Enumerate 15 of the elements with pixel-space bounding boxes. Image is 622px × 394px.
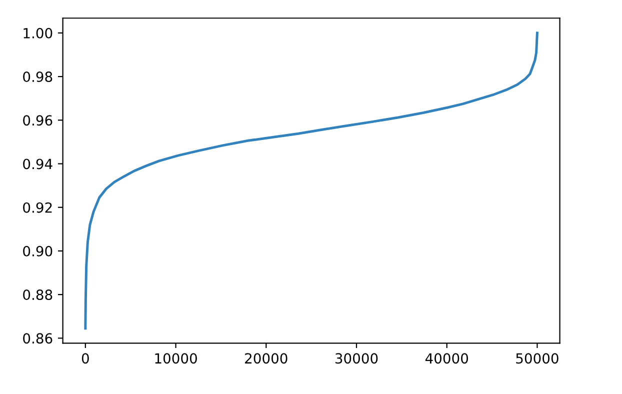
x-tick-label: 20000: [245, 353, 288, 364]
y-tick-label: 0.88: [23, 290, 52, 300]
y-tick-label: 0.92: [23, 202, 52, 213]
y-tick-label: 0.86: [23, 333, 52, 344]
y-tick-label: 0.94: [23, 158, 52, 170]
x-tick-label: 10000: [155, 353, 197, 364]
x-tick-label: 40000: [425, 353, 468, 364]
y-tick-label: 0.98: [23, 72, 52, 82]
x-tick-label: 0: [82, 353, 89, 364]
y-tick-label: 0.90: [23, 246, 52, 256]
x-tick-label: 50000: [516, 353, 558, 364]
y-tick-label: 0.96: [23, 115, 52, 126]
line-series: [84, 32, 538, 330]
y-tick-label: 1.00: [24, 28, 52, 38]
x-tick-label: 30000: [335, 353, 378, 364]
